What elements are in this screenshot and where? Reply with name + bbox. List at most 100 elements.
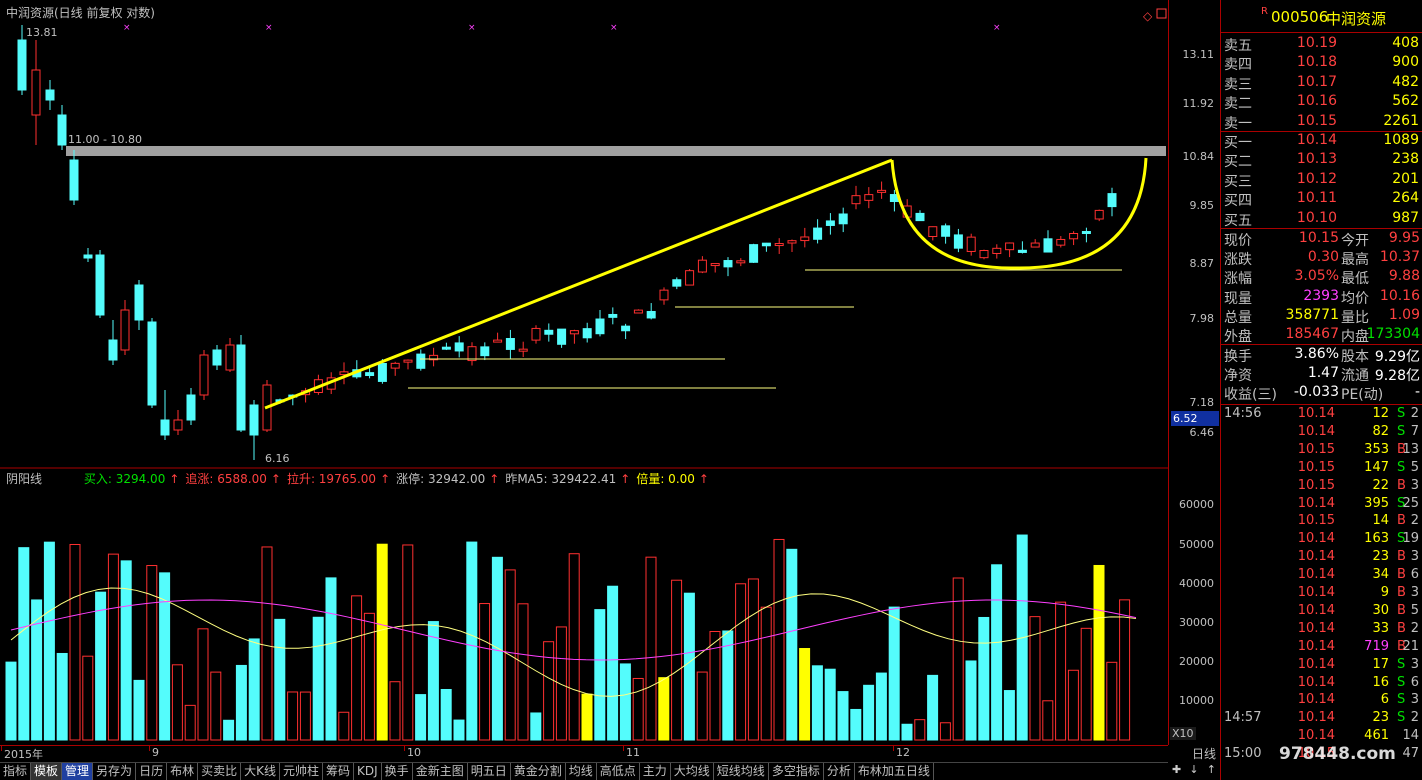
- candle-body: [659, 289, 669, 301]
- toolbar-button[interactable]: 主力: [640, 763, 671, 780]
- volume-bar: [517, 603, 529, 741]
- toolbar-button[interactable]: 管理: [62, 763, 94, 780]
- tick-side: B: [1397, 549, 1406, 565]
- asks-volume: 900: [1392, 54, 1419, 71]
- candle-body: [173, 419, 183, 431]
- quote-label: 外盘: [1224, 329, 1252, 345]
- tick-price: 10.14: [1297, 710, 1335, 726]
- trend-line: [264, 158, 893, 410]
- candle-body: [633, 309, 643, 314]
- toolbar-button[interactable]: 大均线: [671, 763, 714, 780]
- volume-bar: [171, 664, 183, 741]
- quote-value: 10.37: [1379, 249, 1420, 266]
- volume-bar: [69, 543, 81, 741]
- price-axis-label: 8.87: [1189, 257, 1215, 270]
- indicator-arrow-icon: ↑: [380, 472, 391, 486]
- volume-bar: [914, 719, 926, 741]
- kline-chart-area[interactable]: ◇ × × × × × 13.81 11.00 - 10.80 6.16: [0, 0, 1168, 760]
- nav-icons[interactable]: ✚ ↓ ↑: [1168, 763, 1220, 780]
- toolbar-button[interactable]: 日历: [136, 763, 168, 780]
- tick-side: S: [1397, 406, 1406, 421]
- candle-body: [1030, 242, 1040, 248]
- tick-volume: 23: [1372, 710, 1389, 726]
- toolbar-button[interactable]: 模板: [31, 763, 63, 780]
- tick-price: 10.14: [1297, 567, 1335, 583]
- volume-bar: [1080, 627, 1092, 741]
- bids-row: 买四 10.11 264: [1221, 190, 1422, 209]
- tick-row: 10.14 719 B 21: [1221, 639, 1422, 657]
- tick-side: B: [1397, 620, 1406, 636]
- tick-side: S: [1397, 692, 1406, 708]
- toolbar-button[interactable]: 黄金分割: [511, 763, 566, 780]
- fundamental-label: PE(动): [1341, 387, 1384, 404]
- asks-row: 卖三 10.17 482: [1221, 74, 1422, 93]
- toolbar-button[interactable]: KDJ: [354, 763, 382, 780]
- candle-body: [365, 372, 375, 377]
- candle-body: [212, 349, 222, 366]
- candle-body: [749, 244, 759, 263]
- candle-body: [582, 328, 592, 339]
- arrow-down-icon[interactable]: ↓: [1189, 763, 1199, 776]
- volume-bar: [658, 677, 670, 741]
- toolbar-button[interactable]: 筹码: [323, 763, 355, 780]
- candle-body: [377, 362, 387, 382]
- fundamental-value: 1.47: [1307, 365, 1339, 382]
- volume-bar: [952, 577, 964, 741]
- toolbar-button[interactable]: 布林: [167, 763, 199, 780]
- volume-bar: [479, 603, 491, 741]
- asks-row: 卖二 10.16 562: [1221, 93, 1422, 112]
- candle-body: [108, 339, 118, 361]
- fundamental-label: 收益(三): [1224, 387, 1277, 404]
- toolbar-button[interactable]: 高低点: [597, 763, 640, 780]
- period-selector[interactable]: 日线: [1168, 745, 1220, 761]
- tick-side: S: [1397, 531, 1406, 547]
- toolbar-button[interactable]: 金新主图: [413, 763, 468, 780]
- volume-bar: [248, 638, 260, 741]
- toolbar-button[interactable]: 元帅柱: [280, 763, 323, 780]
- tick-row: 10.14 461 14: [1221, 728, 1422, 746]
- bids-price: 10.11: [1296, 190, 1337, 207]
- tick-time: 14:56: [1224, 406, 1262, 421]
- toolbar-button[interactable]: 分析: [824, 763, 855, 780]
- kline-chart-svg[interactable]: ◇ × × × × × 13.81 11.00 - 10.80 6.16: [0, 0, 1168, 760]
- toolbar-button[interactable]: 多空指标: [769, 763, 824, 780]
- indicator-bar: 阴阳线 买入: 3294.00 ↑ 追涨: 6588.00 ↑ 拉升: 19765.00…: [6, 470, 715, 487]
- bids-volume: 987: [1392, 209, 1419, 226]
- tick-volume: 719: [1364, 638, 1389, 654]
- volume-bar: [568, 553, 580, 741]
- toolbar-button[interactable]: 布林加五日线: [855, 763, 934, 780]
- volume-bar: [95, 591, 107, 741]
- toolbar-button[interactable]: 大K线: [241, 763, 280, 780]
- volume-bar: [799, 648, 811, 741]
- toolbar-button[interactable]: 换手: [382, 763, 413, 780]
- plus-icon[interactable]: ✚: [1172, 763, 1182, 776]
- volume-bar: [18, 547, 30, 741]
- volume-bar: [760, 606, 772, 741]
- volume-bar: [107, 553, 119, 741]
- toolbar-button[interactable]: 明五日: [468, 763, 511, 780]
- candle-body: [403, 359, 413, 363]
- tick-price: 10.15: [1297, 513, 1335, 529]
- signal-marker: ×: [993, 23, 1001, 33]
- candle-body: [31, 69, 41, 116]
- quote-panel: R 000506 中润资源 卖五 10.19 408 卖四 10.18 900 卖三 10.1…: [1220, 0, 1422, 780]
- price-axis-label: 11.92: [1182, 97, 1215, 110]
- candle-body: [17, 39, 27, 91]
- indicator-item: 追涨: 6588.00: [185, 472, 267, 486]
- candle-body: [544, 329, 554, 335]
- toolbar-button[interactable]: 短线均线: [714, 763, 769, 780]
- candle-body: [736, 260, 746, 264]
- tick-side: S: [1397, 710, 1406, 726]
- toolbar-button[interactable]: 买卖比: [198, 763, 242, 780]
- volume-axis-label: 20000: [1179, 655, 1214, 668]
- arrow-up-icon[interactable]: ↑: [1206, 763, 1216, 776]
- toolbar-button[interactable]: 另存为: [93, 763, 137, 780]
- tick-count: 3: [1410, 549, 1419, 565]
- toolbar-button[interactable]: 指标: [0, 763, 32, 780]
- volume-bar: [363, 612, 375, 741]
- cup-arc: [890, 157, 1148, 270]
- volume-ma5-line: [10, 587, 1137, 697]
- tick-volume: 17: [1372, 656, 1389, 672]
- toolbar-button[interactable]: 均线: [566, 763, 597, 780]
- tick-row: 10.14 395 S 25: [1221, 496, 1422, 514]
